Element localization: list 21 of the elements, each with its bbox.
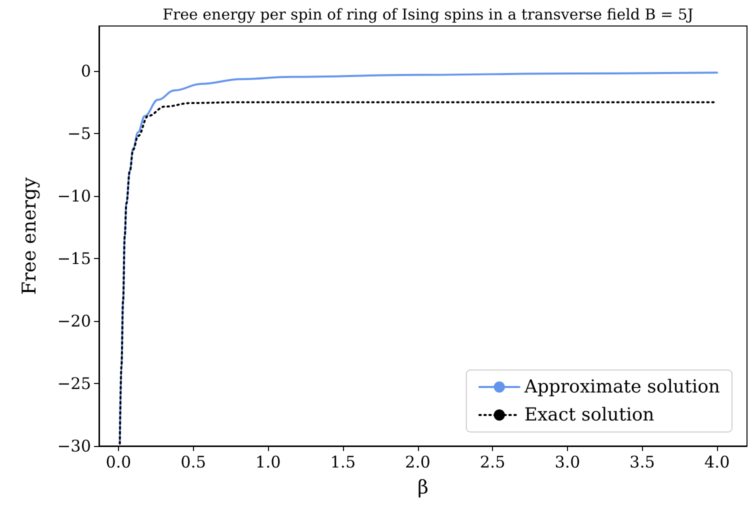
x-tick-label: 1.0 xyxy=(255,452,281,472)
x-axis-title: β xyxy=(418,476,429,498)
x-tick-label: 0.5 xyxy=(180,452,206,472)
legend-label: Approximate solution xyxy=(523,376,720,398)
x-tick-label: 2.5 xyxy=(480,452,506,472)
y-tick-label: −30 xyxy=(57,436,91,456)
x-tick-label: 2.0 xyxy=(405,452,430,472)
y-tick-label: −10 xyxy=(57,186,91,206)
x-tick-label: 0.0 xyxy=(106,452,132,472)
y-axis-title: Free energy xyxy=(18,176,40,295)
x-tick-label: 1.5 xyxy=(330,452,356,472)
x-tick-label: 3.5 xyxy=(630,452,655,472)
y-tick-label: −5 xyxy=(67,124,91,143)
y-tick-label: −20 xyxy=(57,312,91,330)
y-tick-label: −25 xyxy=(57,374,91,393)
x-tick-label: 3.0 xyxy=(554,452,580,472)
y-tick-label: 0 xyxy=(80,62,91,80)
y-tick-label: −15 xyxy=(57,249,91,268)
x-tick-label: 4.0 xyxy=(704,452,730,472)
chart-title: Free energy per spin of ring of Ising spins in a transverse field B = 5J xyxy=(162,6,694,24)
legend-label: Exact solution xyxy=(524,404,655,426)
